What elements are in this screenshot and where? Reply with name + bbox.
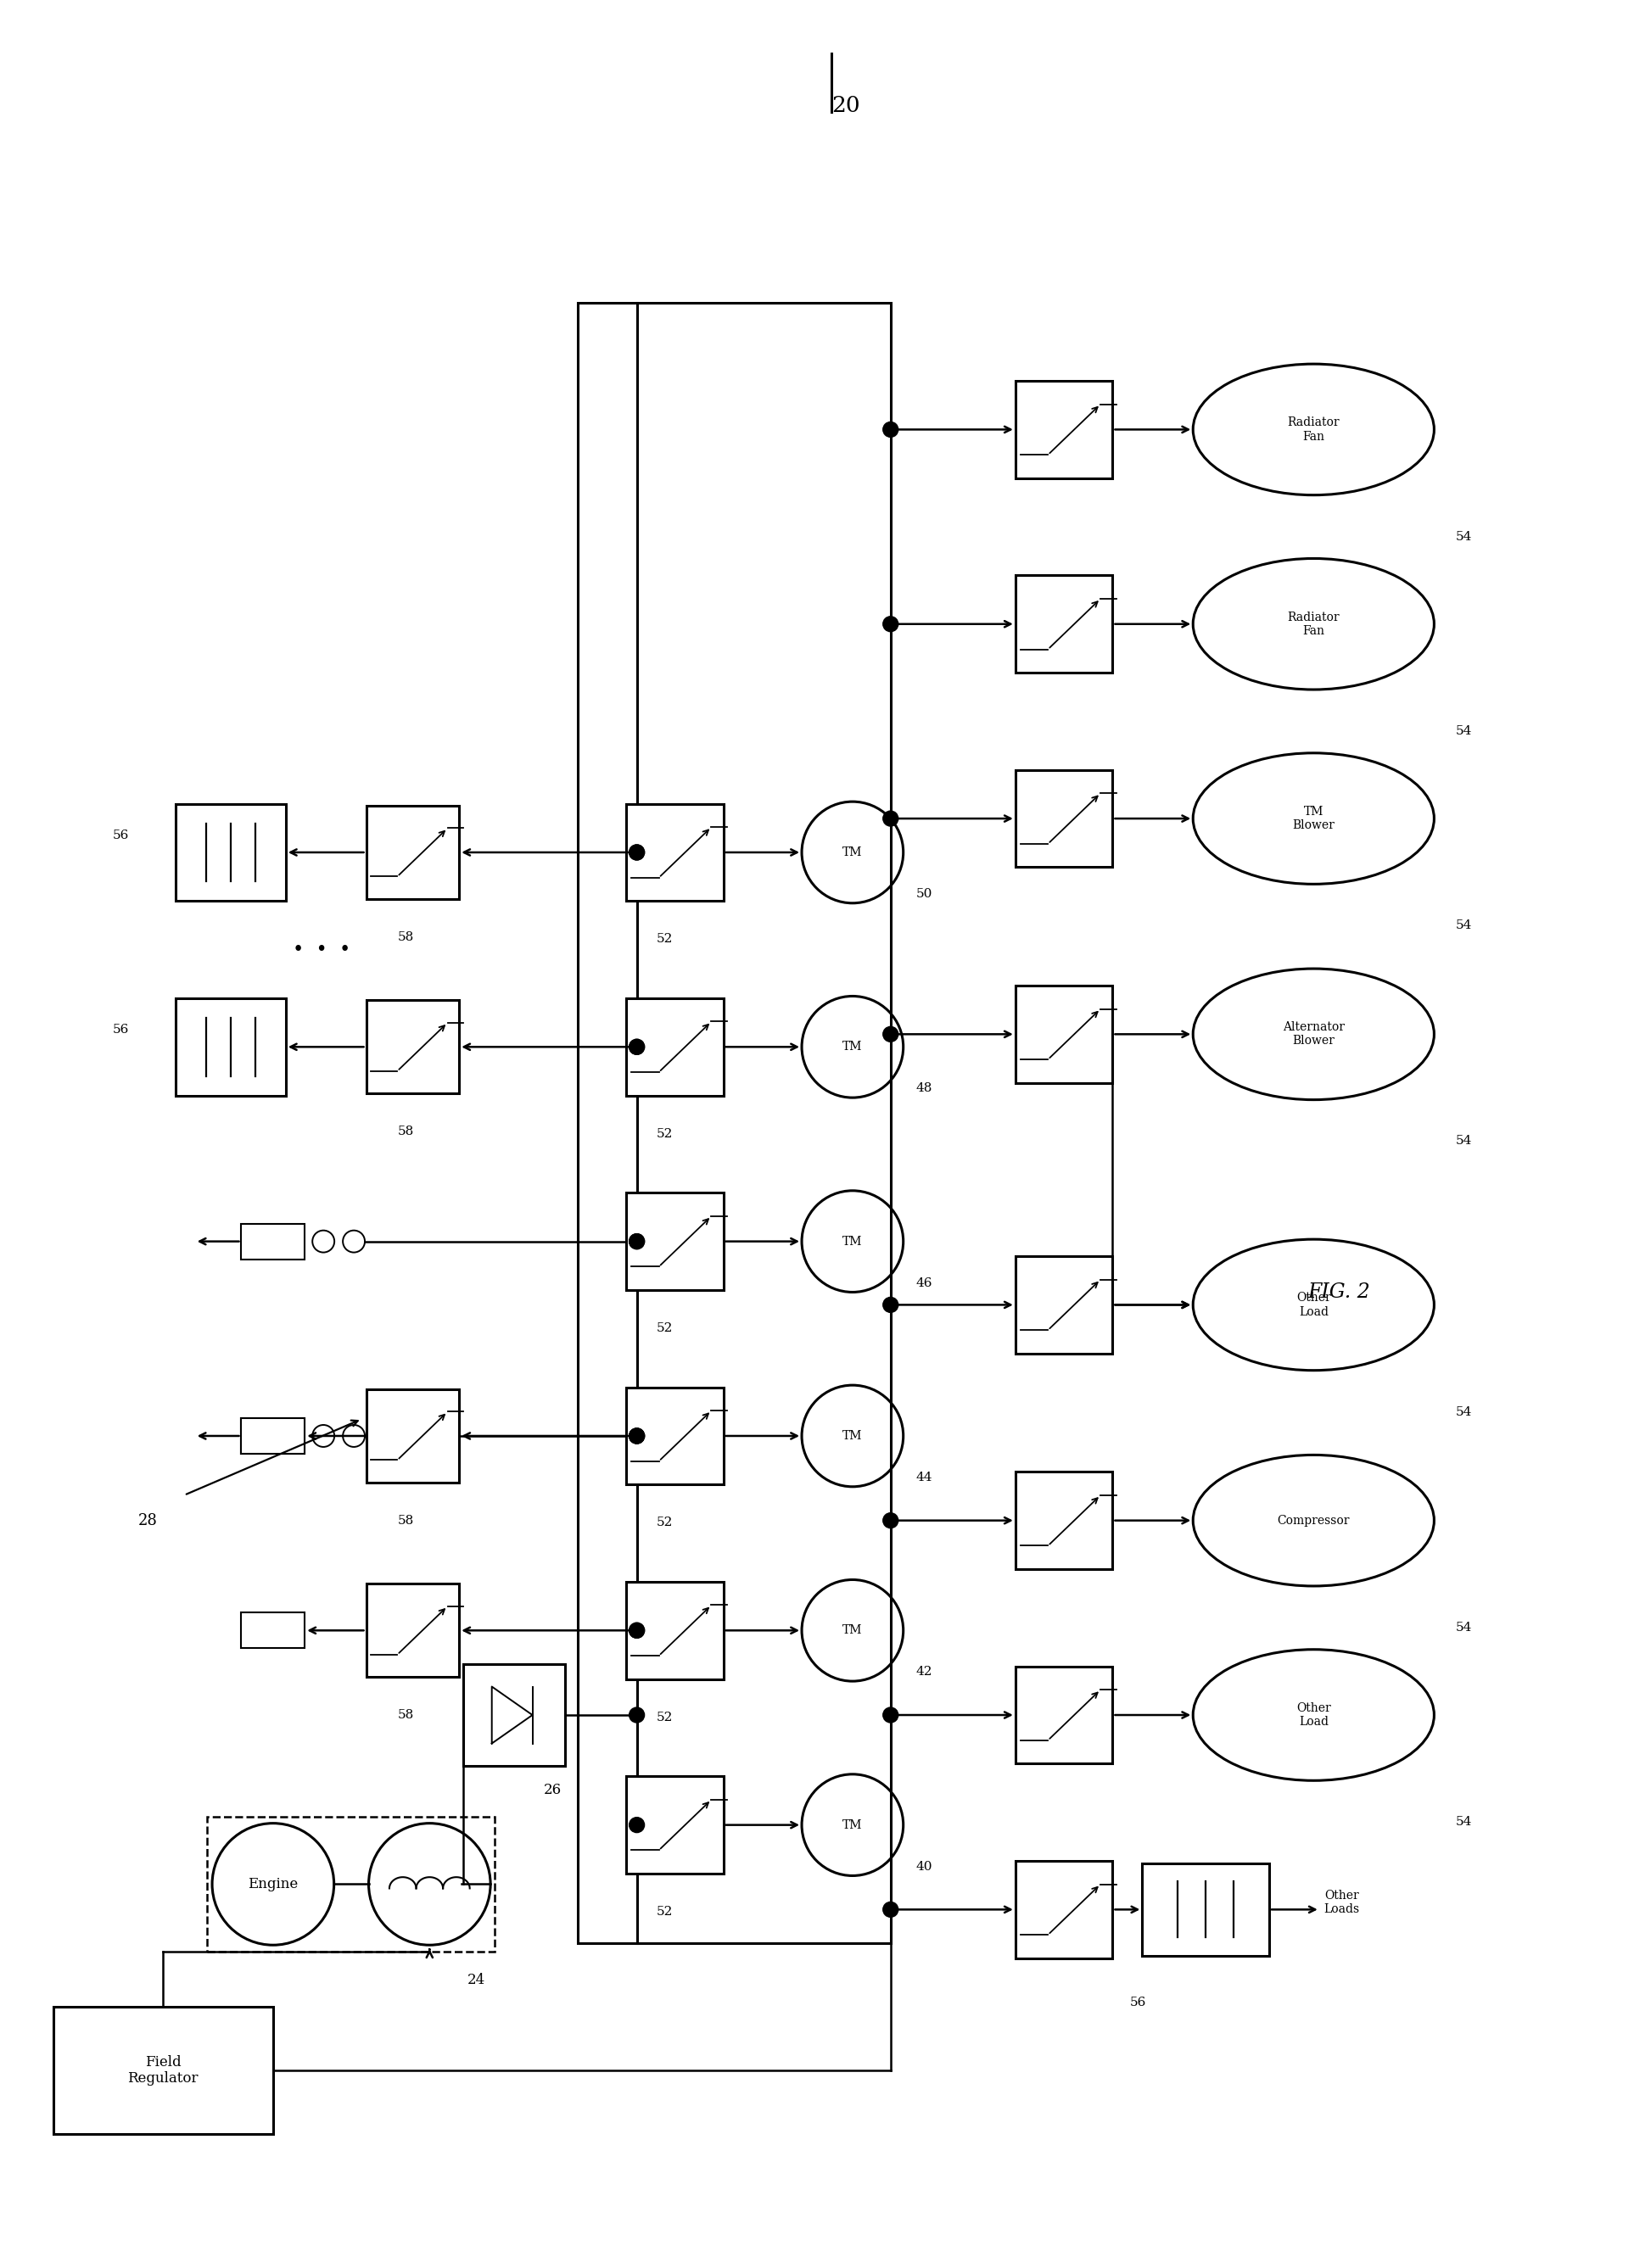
Text: •  •  •: • • •	[292, 941, 351, 959]
Text: 52: 52	[657, 1517, 673, 1529]
Text: 54: 54	[1456, 1817, 1472, 1828]
Text: 56: 56	[113, 1025, 129, 1036]
Circle shape	[882, 617, 899, 633]
Text: 54: 54	[1456, 1622, 1472, 1633]
FancyBboxPatch shape	[366, 805, 459, 898]
Text: 42: 42	[917, 1667, 933, 1678]
Text: 54: 54	[1456, 726, 1472, 737]
Text: Engine: Engine	[248, 1878, 297, 1892]
FancyBboxPatch shape	[1015, 381, 1113, 479]
Text: 54: 54	[1456, 919, 1472, 932]
Text: TM: TM	[843, 1041, 863, 1052]
FancyBboxPatch shape	[626, 1581, 724, 1678]
Text: 52: 52	[657, 932, 673, 946]
FancyBboxPatch shape	[1015, 1472, 1113, 1569]
Circle shape	[629, 1624, 644, 1637]
FancyBboxPatch shape	[1015, 1256, 1113, 1354]
Text: Other
Loads: Other Loads	[1324, 1889, 1359, 1916]
Circle shape	[882, 1513, 899, 1529]
Text: 58: 58	[397, 1710, 413, 1721]
FancyBboxPatch shape	[1142, 1862, 1270, 1955]
Circle shape	[882, 1027, 899, 1041]
Circle shape	[629, 1624, 644, 1637]
Text: 20: 20	[832, 95, 859, 116]
Circle shape	[629, 1429, 644, 1442]
FancyBboxPatch shape	[1015, 987, 1113, 1082]
Text: 44: 44	[917, 1472, 933, 1483]
Circle shape	[882, 1903, 899, 1916]
Text: Compressor: Compressor	[1278, 1515, 1350, 1526]
Circle shape	[629, 844, 644, 860]
Text: Field
Regulator: Field Regulator	[127, 2055, 198, 2087]
Text: Radiator
Fan: Radiator Fan	[1288, 417, 1340, 442]
Text: Other
Load: Other Load	[1296, 1703, 1330, 1728]
FancyBboxPatch shape	[626, 1193, 724, 1290]
Text: FIG. 2: FIG. 2	[1307, 1281, 1371, 1302]
FancyBboxPatch shape	[366, 1583, 459, 1676]
Circle shape	[629, 1817, 644, 1833]
FancyBboxPatch shape	[366, 1000, 459, 1093]
Circle shape	[629, 1039, 644, 1055]
Text: 40: 40	[917, 1860, 933, 1873]
FancyBboxPatch shape	[1015, 1667, 1113, 1765]
Text: TM
Blower: TM Blower	[1292, 805, 1335, 832]
FancyBboxPatch shape	[1015, 1862, 1113, 1957]
Circle shape	[629, 1234, 644, 1250]
Text: TM: TM	[843, 1431, 863, 1442]
Text: 58: 58	[397, 932, 413, 943]
FancyBboxPatch shape	[626, 1388, 724, 1486]
Text: 54: 54	[1456, 1406, 1472, 1418]
FancyBboxPatch shape	[176, 803, 286, 900]
Text: TM: TM	[843, 1819, 863, 1830]
FancyBboxPatch shape	[242, 1418, 306, 1454]
Circle shape	[629, 844, 644, 860]
Text: 56: 56	[113, 830, 129, 841]
FancyBboxPatch shape	[176, 998, 286, 1095]
Text: Other
Load: Other Load	[1296, 1293, 1330, 1318]
Text: 54: 54	[1456, 531, 1472, 542]
Text: 52: 52	[657, 1710, 673, 1724]
FancyBboxPatch shape	[626, 1776, 724, 1873]
FancyBboxPatch shape	[366, 1390, 459, 1483]
Text: 52: 52	[657, 1905, 673, 1919]
Text: 48: 48	[917, 1082, 933, 1093]
Circle shape	[629, 1039, 644, 1055]
Circle shape	[882, 422, 899, 438]
Text: 26: 26	[544, 1783, 562, 1796]
Circle shape	[629, 1429, 644, 1442]
FancyBboxPatch shape	[242, 1418, 306, 1454]
Text: 54: 54	[1456, 1136, 1472, 1148]
FancyBboxPatch shape	[464, 1665, 565, 1767]
FancyBboxPatch shape	[1015, 576, 1113, 674]
FancyBboxPatch shape	[208, 1817, 495, 1953]
FancyBboxPatch shape	[626, 803, 724, 900]
Text: 52: 52	[657, 1322, 673, 1334]
Circle shape	[882, 1297, 899, 1313]
Text: Alternator
Blower: Alternator Blower	[1283, 1021, 1345, 1048]
Text: TM: TM	[843, 1624, 863, 1637]
Text: 58: 58	[397, 1125, 413, 1139]
Text: 46: 46	[917, 1277, 933, 1288]
FancyBboxPatch shape	[626, 998, 724, 1095]
Text: Radiator
Fan: Radiator Fan	[1288, 610, 1340, 637]
Text: 58: 58	[397, 1515, 413, 1526]
Circle shape	[629, 1234, 644, 1250]
Text: 52: 52	[657, 1127, 673, 1139]
Circle shape	[629, 1429, 644, 1442]
Text: 24: 24	[467, 1973, 485, 1987]
Circle shape	[882, 812, 899, 826]
Text: 50: 50	[917, 887, 933, 900]
FancyBboxPatch shape	[54, 2007, 273, 2134]
Circle shape	[882, 1708, 899, 1724]
Text: TM: TM	[843, 846, 863, 857]
Text: 56: 56	[1129, 1996, 1147, 2009]
FancyBboxPatch shape	[1015, 769, 1113, 866]
Text: TM: TM	[843, 1236, 863, 1247]
Circle shape	[629, 1708, 644, 1724]
FancyBboxPatch shape	[242, 1225, 306, 1259]
Text: 28: 28	[137, 1513, 157, 1529]
FancyBboxPatch shape	[242, 1613, 306, 1649]
